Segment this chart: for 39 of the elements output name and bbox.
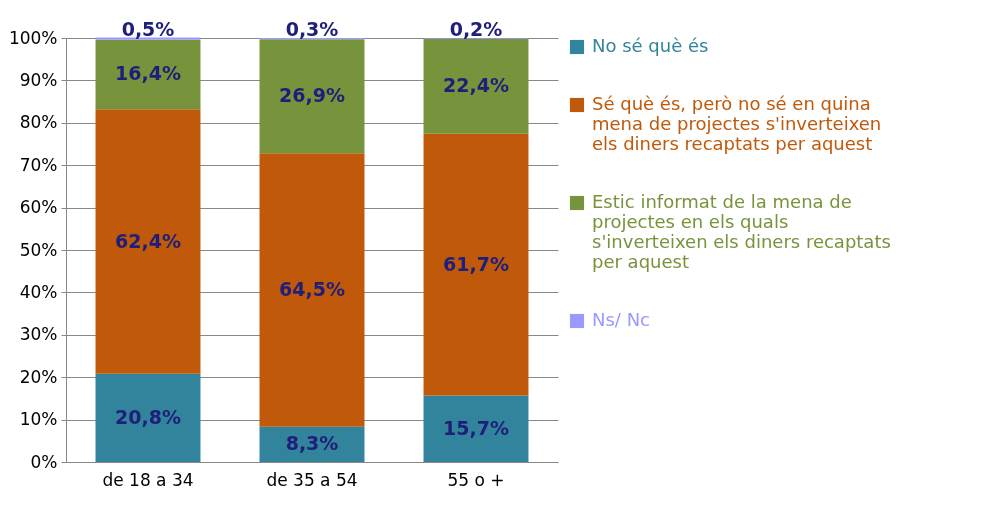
y-tick-label: 60%	[19, 197, 58, 218]
legend-label: No sé què és	[592, 35, 709, 56]
data-label: 0,2%	[449, 18, 503, 41]
legend-label: Ns/ Nc	[592, 309, 650, 330]
y-tick-label: 0%	[30, 451, 58, 472]
y-tick-label: 70%	[19, 154, 58, 175]
bar	[95, 37, 201, 40]
data-label: 62,4%	[115, 229, 181, 252]
bar	[259, 39, 365, 154]
data-label: 0,5%	[121, 17, 175, 40]
bar	[95, 109, 201, 374]
data-label: 22,4%	[443, 74, 509, 97]
bar	[423, 133, 529, 396]
y-tick-label: 80%	[19, 112, 58, 133]
y-tick-label: 90%	[19, 69, 58, 90]
x-tick-label: de 18 a 34	[102, 469, 194, 490]
bar	[423, 395, 529, 462]
data-label: 61,7%	[443, 252, 509, 275]
y-tick-label: 20%	[19, 366, 58, 387]
y-tick-label: 30%	[19, 324, 58, 345]
legend-label: Estic informat de la mena de projectes en els quals s'inverteixen els diners recaptats per aquest	[592, 191, 891, 272]
x-tick-label: 55 o +	[447, 469, 505, 490]
data-label: 26,9%	[279, 84, 345, 107]
y-tick-label: 100%	[8, 27, 58, 48]
y-tick-label: 40%	[19, 281, 58, 302]
data-label: 8,3%	[285, 432, 339, 455]
y-tick-label: 10%	[19, 409, 58, 430]
data-label: 15,7%	[443, 416, 509, 439]
y-tick-label: 50%	[19, 239, 58, 260]
x-tick-label: de 35 a 54	[266, 469, 358, 490]
bar	[95, 373, 201, 462]
data-label: 20,8%	[115, 405, 181, 428]
data-label: 64,5%	[279, 278, 345, 301]
bar	[259, 153, 365, 427]
data-label: 16,4%	[115, 62, 181, 85]
bar	[423, 38, 529, 134]
data-label: 0,3%	[285, 18, 339, 41]
bar	[95, 39, 201, 110]
legend-label: Sé què és, però no sé en quina mena de projectes s'inverteixen els diners recaptats per aquest	[592, 93, 882, 154]
